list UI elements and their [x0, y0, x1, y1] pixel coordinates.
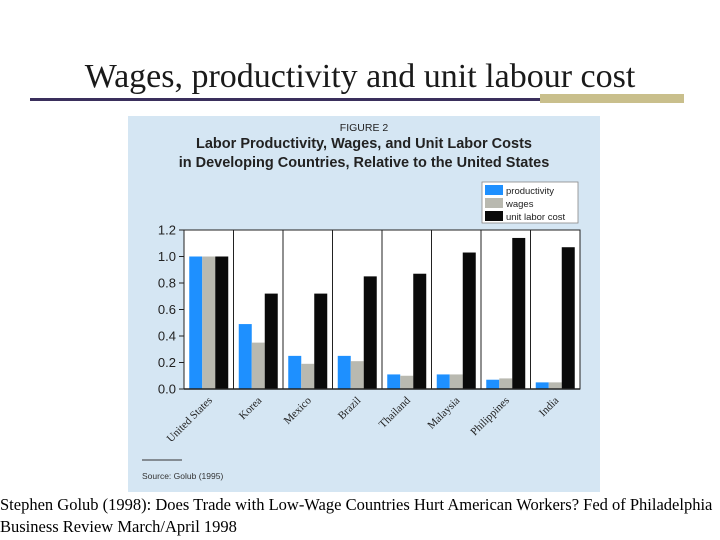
- x-tick-label: Thailand: [377, 394, 413, 430]
- chart-panel: FIGURE 2 Labor Productivity, Wages, and …: [128, 116, 600, 492]
- bar: [548, 382, 562, 389]
- chart-title-line-2: in Developing Countries, Relative to the…: [179, 155, 550, 171]
- slide-title: Wages, productivity and unit labour cost: [84, 58, 636, 95]
- y-tick-label: 0.8: [158, 276, 176, 291]
- bar: [512, 237, 526, 389]
- bar: [486, 379, 500, 389]
- legend-swatch: [485, 211, 503, 221]
- y-tick-label: 1.2: [158, 223, 176, 238]
- x-tick-label: Korea: [237, 395, 265, 423]
- bar: [350, 361, 364, 389]
- x-tick-label: United States: [165, 395, 215, 445]
- citation: Stephen Golub (1998): Does Trade with Lo…: [0, 495, 713, 536]
- bar: [436, 374, 450, 389]
- bar: [561, 247, 575, 389]
- bar: [202, 256, 216, 389]
- bar: [363, 276, 377, 389]
- bar: [301, 363, 315, 389]
- y-tick-label: 1.0: [158, 249, 176, 264]
- x-tick-label: India: [537, 395, 562, 420]
- y-tick-label: 0.0: [158, 382, 176, 397]
- bar: [449, 374, 463, 389]
- title-underline: [30, 98, 540, 101]
- x-tick-label: Philippines: [468, 395, 511, 438]
- bar: [314, 293, 328, 389]
- title-accent-bar: [540, 94, 684, 103]
- source-note: Source: Golub (1995): [142, 471, 223, 481]
- legend-label: unit labor cost: [506, 212, 566, 223]
- bar: [462, 252, 476, 389]
- y-tick-label: 0.4: [158, 329, 176, 344]
- bar: [264, 293, 278, 389]
- x-tick-label: Brazil: [336, 395, 363, 422]
- chart: FIGURE 2 Labor Productivity, Wages, and …: [142, 122, 581, 481]
- figure-label: FIGURE 2: [340, 122, 389, 134]
- bar: [288, 355, 302, 389]
- bar: [535, 382, 549, 389]
- bar: [251, 342, 265, 389]
- x-tick-label: Malaysia: [425, 395, 462, 432]
- legend-label: productivity: [506, 186, 554, 197]
- x-tick-label: Mexico: [282, 394, 315, 427]
- legend-swatch: [485, 185, 503, 195]
- bar: [499, 378, 513, 389]
- legend-label: wages: [505, 199, 534, 210]
- chart-title-line-1: Labor Productivity, Wages, and Unit Labo…: [196, 136, 532, 152]
- plot-area: 0.0 0.2 0.4 0.6 0.8 1.0 1.2 United States Korea M…: [158, 223, 581, 445]
- bar: [413, 273, 427, 389]
- legend: productivity wages unit labor cost: [481, 181, 579, 224]
- bar: [238, 324, 252, 389]
- legend-swatch: [485, 198, 503, 208]
- y-tick-label: 0.6: [158, 302, 176, 317]
- bar: [400, 375, 414, 389]
- bar: [337, 355, 351, 389]
- bar: [215, 256, 229, 389]
- y-tick-label: 0.2: [158, 355, 176, 370]
- bar: [387, 374, 401, 389]
- bar: [189, 256, 203, 389]
